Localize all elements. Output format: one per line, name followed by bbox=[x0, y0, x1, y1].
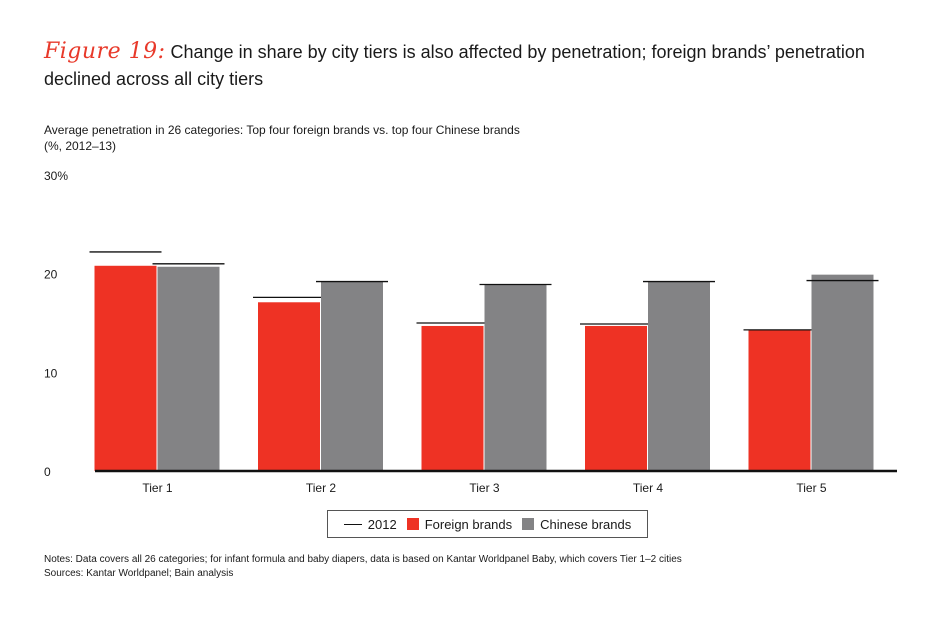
x-tick-label: Tier 3 bbox=[469, 481, 500, 495]
y-tick-label: 20 bbox=[44, 268, 58, 282]
bar-foreign bbox=[585, 325, 647, 471]
legend-swatch-foreign bbox=[406, 518, 419, 530]
y-tick-label: 30% bbox=[44, 169, 68, 183]
x-tick-label: Tier 1 bbox=[142, 481, 173, 495]
y-tick-label: 10 bbox=[44, 366, 58, 380]
legend-item-2012: 2012 bbox=[343, 516, 397, 532]
legend: 2012 Foreign brands Chinese brands bbox=[327, 510, 648, 538]
legend-item-foreign: Foreign brands bbox=[406, 516, 513, 532]
x-tick-label: Tier 2 bbox=[306, 481, 337, 495]
subtitle-line-1: Average penetration in 26 categories: To… bbox=[44, 123, 520, 137]
subtitle-line-2: (%, 2012–13) bbox=[44, 139, 117, 153]
bar-chinese bbox=[811, 274, 874, 471]
legend-line-2012 bbox=[343, 523, 362, 525]
legend-item-chinese: Chinese brands bbox=[522, 517, 631, 532]
x-tick-label: Tier 5 bbox=[796, 481, 827, 495]
legend-label-chinese: Chinese brands bbox=[540, 516, 632, 532]
legend-label-2012: 2012 bbox=[367, 516, 397, 532]
x-tick-label: Tier 4 bbox=[633, 481, 664, 495]
chart-title: Figure 19: Change in share by city tiers… bbox=[44, 38, 924, 93]
bar-chinese bbox=[484, 284, 547, 471]
legend-label-foreign: Foreign brands bbox=[424, 516, 513, 532]
legend-swatch-chinese bbox=[522, 518, 535, 530]
bar-chinese bbox=[648, 281, 710, 471]
bar-chinese bbox=[157, 266, 220, 471]
y-tick-label: 0 bbox=[44, 465, 51, 479]
title-text: Change in share by city tiers is also af… bbox=[44, 42, 865, 89]
sources-line: Sources: Kantar Worldpanel; Bain analysi… bbox=[44, 568, 234, 579]
notes: Notes: Data covers all 26 categories; fo… bbox=[44, 553, 682, 581]
bar-foreign bbox=[258, 302, 320, 471]
bar-foreign bbox=[94, 265, 157, 471]
bar-foreign bbox=[748, 329, 811, 471]
bar-foreign bbox=[421, 325, 484, 471]
notes-line: Notes: Data covers all 26 categories; fo… bbox=[44, 554, 682, 565]
bar-chinese bbox=[321, 281, 383, 471]
figure-label: Figure 19: bbox=[44, 39, 166, 64]
chart-subtitle: Average penetration in 26 categories: To… bbox=[44, 122, 520, 154]
